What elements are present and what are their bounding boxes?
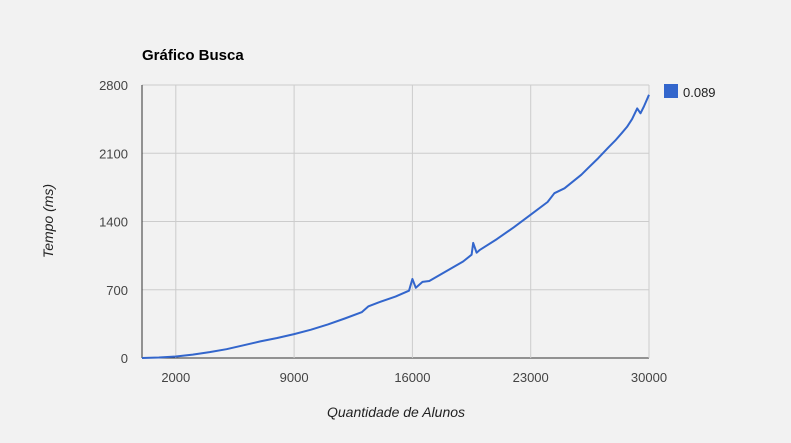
plot-area: 0 700 1400 2100 2800 2000 9000 16000 23000 30000 [99,78,667,385]
x-axis-title: Quantidade de Alunos [327,404,465,420]
x-tick-label: 9000 [280,370,309,385]
y-tick-label: 2100 [99,146,128,161]
y-axis-title: Tempo (ms) [40,184,56,258]
y-tick-label: 700 [106,283,128,298]
legend-entry-label: 0.089 [683,85,716,100]
x-tick-label: 30000 [631,370,667,385]
chart-title: Gráfico Busca [142,47,244,64]
legend-swatch [664,84,678,98]
y-tick-label: 1400 [99,215,128,230]
legend[interactable]: 0.089 [664,84,716,100]
x-tick-label: 23000 [513,370,549,385]
y-tick-label: 0 [121,351,128,366]
x-tick-label: 16000 [394,370,430,385]
y-tick-label: 2800 [99,78,128,93]
series-line [141,94,650,359]
x-tick-label: 2000 [161,370,190,385]
